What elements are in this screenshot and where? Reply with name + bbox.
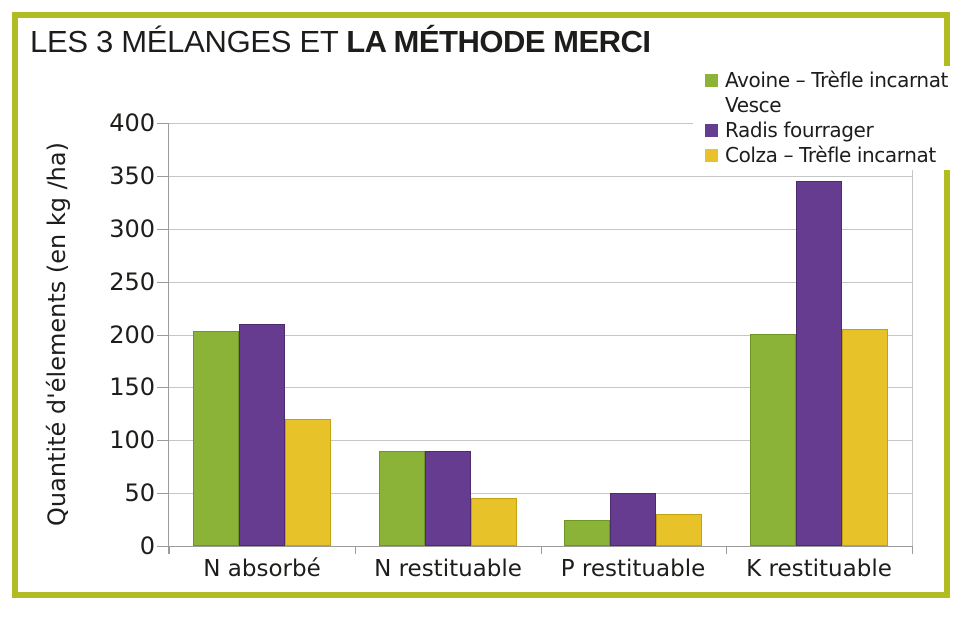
gridline-100	[169, 440, 912, 441]
gridline-400	[169, 123, 912, 124]
ytick-label-400: 400	[109, 109, 155, 137]
legend-label-2: Colza – Trèfle incarnat	[725, 143, 936, 168]
ytick-mark-250	[157, 282, 169, 283]
xlabel-K restituable: K restituable	[746, 556, 892, 582]
ytick-label-250: 250	[109, 268, 155, 296]
legend-label-0: Avoine – Trèfle incarnat Vesce	[725, 68, 948, 118]
ytick-mark-150	[157, 387, 169, 388]
legend-label-line: Vesce	[725, 93, 782, 117]
xtick-mark-4	[912, 546, 913, 554]
ytick-label-350: 350	[109, 162, 155, 190]
ytick-mark-100	[157, 440, 169, 441]
legend: Avoine – Trèfle incarnat Vesce Radis fourr…	[693, 66, 955, 170]
gridline-300	[169, 229, 912, 230]
legend-entry-1: Radis fourrager	[693, 118, 955, 143]
ytick-label-200: 200	[109, 321, 155, 349]
bar-N absorbé-s2	[285, 419, 331, 546]
legend-entry-2: Colza – Trèfle incarnat	[693, 143, 955, 168]
ytick-mark-200	[157, 335, 169, 336]
page-title: LES 3 MÉLANGES ET LA MÉTHODE MERCI	[30, 24, 651, 60]
gridline-50	[169, 493, 912, 494]
ytick-mark-300	[157, 229, 169, 230]
xlabel-N restituable: N restituable	[374, 556, 522, 582]
y-axis-title: Quantité d'élements (en kg /ha)	[43, 142, 71, 526]
xlabel-P restituable: P restituable	[560, 556, 706, 582]
title-regular: LES 3 MÉLANGES ET	[30, 24, 347, 59]
legend-label-line: Colza – Trèfle incarnat	[725, 143, 936, 167]
ytick-label-0: 0	[139, 532, 155, 560]
plot-area	[169, 123, 913, 546]
bar-P restituable-s0	[564, 520, 610, 546]
xtick-mark-2	[541, 546, 542, 554]
legend-marker-1	[705, 124, 718, 137]
legend-label-1: Radis fourrager	[725, 118, 874, 143]
gridline-350	[169, 176, 912, 177]
ytick-mark-0	[157, 546, 169, 547]
gridline-150	[169, 387, 912, 388]
xtick-mark-3	[726, 546, 727, 554]
xtick-mark-0	[169, 546, 170, 554]
legend-label-line: Avoine – Trèfle incarnat	[725, 68, 948, 92]
xlabel-N absorbé: N absorbé	[203, 556, 321, 582]
bar-K restituable-s2	[842, 329, 888, 546]
bar-N absorbé-s0	[193, 331, 239, 546]
ytick-label-150: 150	[109, 373, 155, 401]
plot-right-edge	[912, 123, 913, 546]
ytick-mark-400	[157, 123, 169, 124]
legend-marker-0	[705, 74, 718, 87]
ytick-mark-350	[157, 176, 169, 177]
y-axis-tick-labels: 0 50 100 150 200 250 300 350 400	[70, 109, 155, 560]
ytick-label-100: 100	[109, 426, 155, 454]
bar-K restituable-s1	[796, 181, 842, 546]
bar-P restituable-s2	[656, 514, 702, 546]
legend-marker-2	[705, 149, 718, 162]
gridline-250	[169, 282, 912, 283]
bar-N restituable-s0	[379, 451, 425, 546]
legend-label-line: Radis fourrager	[725, 118, 874, 142]
legend-entry-0: Avoine – Trèfle incarnat Vesce	[693, 68, 955, 118]
ytick-label-50: 50	[124, 479, 155, 507]
bar-N restituable-s2	[471, 498, 517, 546]
bar-N absorbé-s1	[239, 324, 285, 546]
ytick-label-300: 300	[109, 215, 155, 243]
frame-border	[12, 12, 950, 598]
gridline-200	[169, 335, 912, 336]
ytick-mark-50	[157, 493, 169, 494]
y-axis-line	[168, 123, 169, 554]
title-bold: LA MÉTHODE MERCI	[346, 24, 651, 59]
bar-N restituable-s1	[425, 451, 471, 546]
bar-K restituable-s0	[750, 334, 796, 546]
bar-P restituable-s1	[610, 493, 656, 546]
xtick-mark-1	[355, 546, 356, 554]
